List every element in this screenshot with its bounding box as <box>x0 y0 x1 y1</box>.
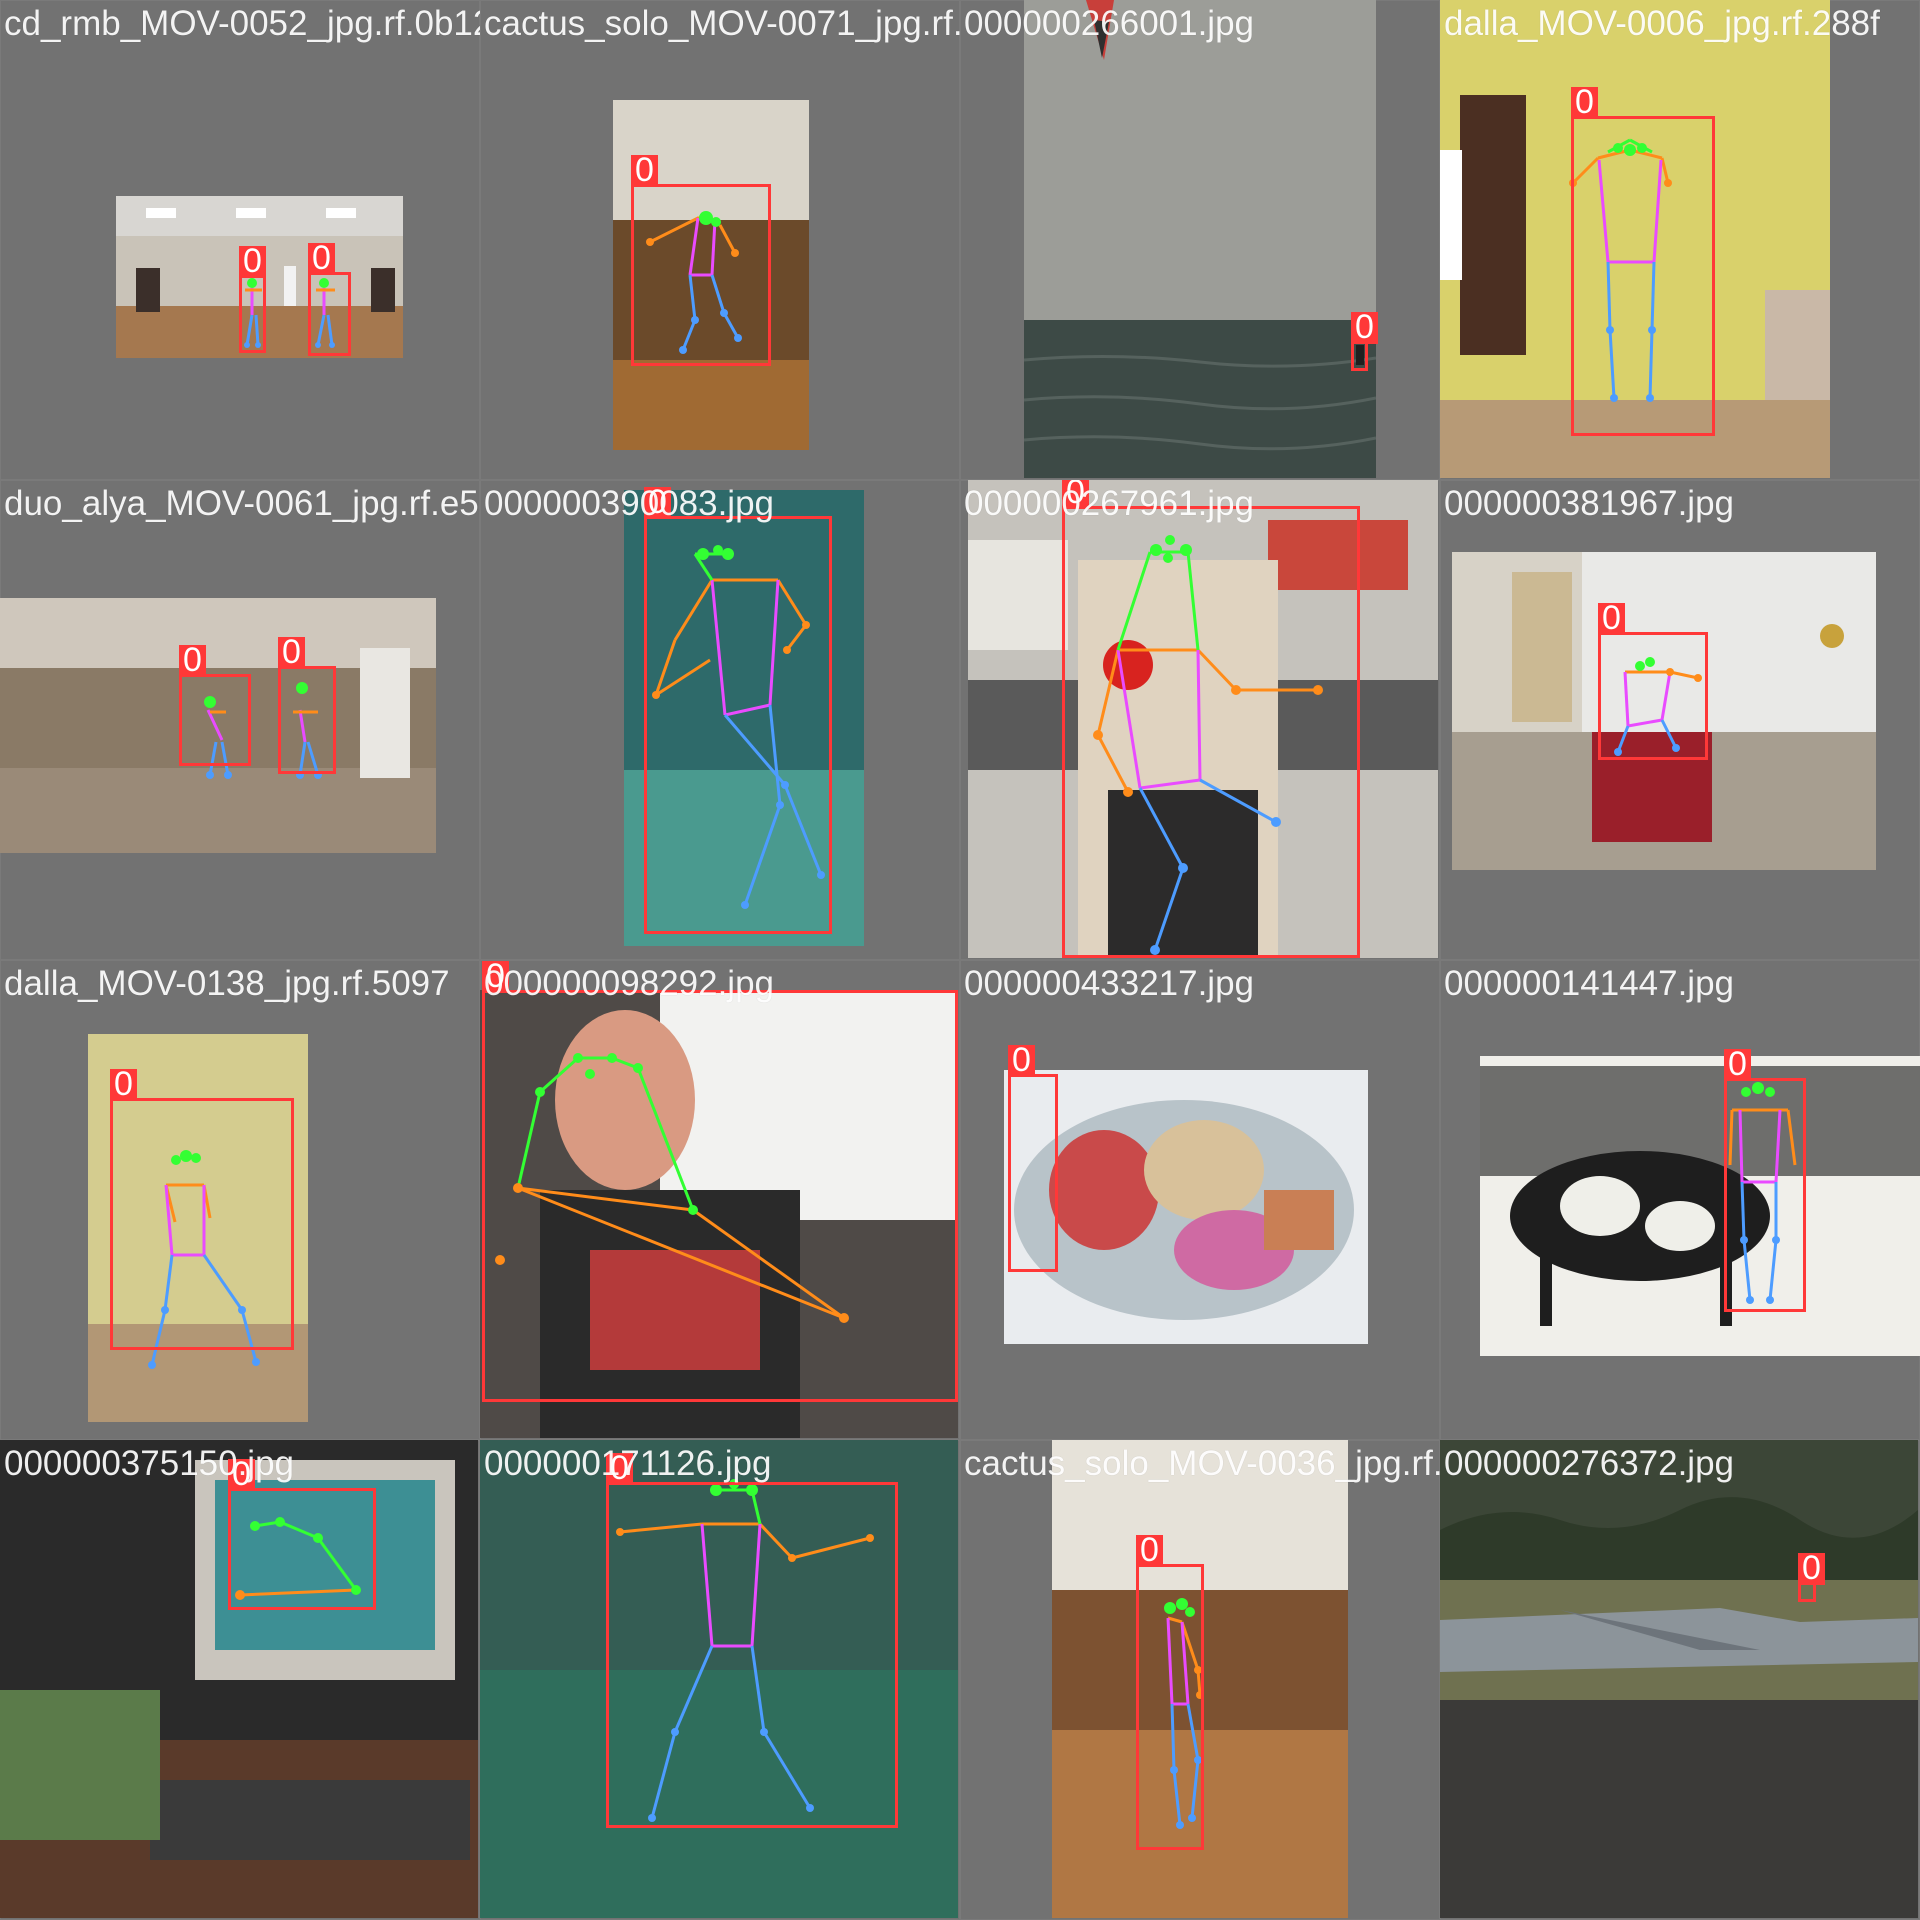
image-filename: duo_alya_MOV-0061_jpg.rf.e55b7436c083 <box>4 484 480 524</box>
bbox: 0 <box>606 1482 898 1828</box>
image-filename: 000000266001.jpg <box>964 4 1254 44</box>
mosaic-tile: 0 0 duo_alya_MOV-0061_jpg.rf.e55b7436c08… <box>0 480 480 960</box>
mosaic-tile: 0 000000390083.jpg <box>480 480 960 960</box>
class-label: 0 <box>179 645 206 677</box>
image-filename: cd_rmb_MOV-0052_jpg.rf.0b1268902980483b2 <box>4 4 480 44</box>
image-filename: 000000276372.jpg <box>1444 1444 1734 1484</box>
image-filename: cactus_solo_MOV-0071_jpg.rf.0b0b9e263046… <box>484 4 960 44</box>
class-label: 0 <box>308 243 335 275</box>
image-filename: dalla_MOV-0138_jpg.rf.5097 <box>4 964 450 1004</box>
mosaic-tile: 0 dalla_MOV-0006_jpg.rf.288f <box>1440 0 1920 480</box>
class-label: 0 <box>1136 1535 1163 1567</box>
class-label: 0 <box>1598 603 1625 635</box>
image-filename: 000000141447.jpg <box>1444 964 1734 1004</box>
mosaic-tile: 0 000000276372.jpg <box>1440 1440 1920 1920</box>
pose-overlay <box>960 0 1440 480</box>
mosaic-tile: 0 000000375150.jpg <box>0 1440 480 1920</box>
bbox: 0 <box>228 1488 376 1610</box>
pose-overlay <box>0 0 480 480</box>
mosaic-tile: 0 000000267961.jpg <box>960 480 1440 960</box>
mosaic-tile: 0 000000141447.jpg <box>1440 960 1920 1440</box>
photo-fighter-jet <box>1440 1440 1918 1918</box>
bbox: 0 <box>239 275 266 353</box>
class-label: 0 <box>1571 87 1598 119</box>
mosaic-tile: 0 0 cd_rmb_MOV-0052_jpg.rf.0b12689029804… <box>0 0 480 480</box>
mosaic-tile: 0 cactus_solo_MOV-0071_jpg.rf.0b0b9e2630… <box>480 0 960 480</box>
bbox: 0 <box>1136 1564 1204 1850</box>
bbox: 0 <box>179 674 251 766</box>
mosaic-tile: 0 000000171126.jpg <box>480 1440 960 1920</box>
image-filename: cactus_solo_MOV-0036_jpg.rf.0d2b7e3f <box>964 1444 1440 1484</box>
class-label: 0 <box>1351 312 1378 344</box>
mosaic-tile: 0 000000266001.jpg <box>960 0 1440 480</box>
class-label: 0 <box>110 1069 137 1101</box>
mosaic-tile: 0 000000381967.jpg <box>1440 480 1920 960</box>
mosaic-tile: 0 000000098292.jpg <box>480 960 960 1440</box>
bbox: 0 <box>278 666 336 774</box>
bbox: 0 <box>1571 116 1715 436</box>
class-label: 0 <box>631 155 658 187</box>
image-filename: dalla_MOV-0006_jpg.rf.288f <box>1444 4 1880 44</box>
image-filename: 000000381967.jpg <box>1444 484 1734 524</box>
bbox: 0 <box>1798 1582 1816 1602</box>
pose-overlay <box>1440 960 1920 1440</box>
bbox: 0 <box>644 516 832 934</box>
image-filename: 000000171126.jpg <box>484 1444 771 1484</box>
image-filename: 000000375150.jpg <box>4 1444 294 1484</box>
image-filename: 000000098292.jpg <box>484 964 774 1004</box>
photo-food-platter <box>1004 1070 1368 1344</box>
mosaic-tile: 0 000000433217.jpg <box>960 960 1440 1440</box>
bbox: 0 <box>1008 1074 1058 1272</box>
class-label: 0 <box>1008 1045 1035 1077</box>
class-label: 0 <box>239 246 266 278</box>
bbox: 0 <box>1351 341 1368 371</box>
image-filename: 000000267961.jpg <box>964 484 1254 524</box>
class-label: 0 <box>278 637 305 669</box>
bbox: 0 <box>1724 1078 1806 1312</box>
bbox: 0 <box>631 184 771 366</box>
bbox: 0 <box>1598 632 1708 760</box>
class-label: 0 <box>1798 1553 1825 1585</box>
mosaic-tile: 0 dalla_MOV-0138_jpg.rf.5097 <box>0 960 480 1440</box>
class-label: 0 <box>1724 1049 1751 1081</box>
bbox: 0 <box>1062 506 1360 958</box>
bbox: 0 <box>308 272 351 356</box>
bbox: 0 <box>482 990 958 1402</box>
mosaic-tile: 0 cactus_solo_MOV-0036_jpg.rf.0d2b7e3f <box>960 1440 1440 1920</box>
image-filename: 000000390083.jpg <box>484 484 774 524</box>
image-filename: 000000433217.jpg <box>964 964 1254 1004</box>
bbox: 0 <box>110 1098 294 1350</box>
